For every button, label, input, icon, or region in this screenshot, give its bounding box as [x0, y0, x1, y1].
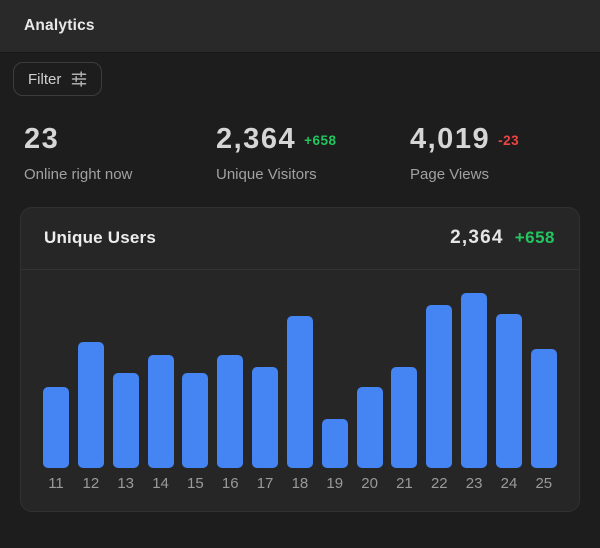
bar-17[interactable] [252, 367, 279, 468]
filter-toolbar: Filter [0, 53, 600, 96]
x-tick-label: 21 [396, 475, 413, 492]
stat-delta: -23 [498, 132, 520, 148]
x-tick-label: 20 [361, 475, 378, 492]
stats-row: 23 Online right now 2,364 +658 Unique Vi… [0, 96, 600, 183]
page-title: Analytics [24, 17, 95, 34]
bar-18[interactable] [286, 316, 313, 468]
card-value: 2,364 [450, 227, 504, 248]
card-title: Unique Users [44, 228, 156, 247]
stat-unique-visitors: 2,364 +658 Unique Visitors [216, 122, 410, 183]
stat-page-views: 4,019 -23 Page Views [410, 122, 519, 183]
bar-chart: 11 12 13 14 15 16 17 18 19 20 21 22 23 24 25 [21, 270, 579, 511]
app-header: Analytics [0, 0, 600, 53]
bar-13[interactable] [112, 373, 139, 468]
x-tick-label: 13 [117, 475, 135, 492]
unique-users-card: Unique Users 2,364 +658 11 12 13 14 15 16 17 18… [20, 207, 580, 512]
bar-23[interactable] [461, 293, 488, 468]
bar-16[interactable] [217, 355, 244, 468]
x-tick-label: 11 [48, 475, 64, 492]
card-value-group: 2,364 +658 [450, 227, 555, 249]
bar-20[interactable] [356, 387, 383, 468]
bar-15[interactable] [182, 373, 209, 468]
x-tick-label: 25 [535, 475, 553, 492]
stat-value: 2,364 [216, 123, 297, 155]
stat-label: Unique Visitors [216, 166, 317, 183]
bar-chart-bars [21, 270, 579, 468]
stat-label: Online right now [24, 166, 133, 183]
bar-25[interactable] [530, 349, 557, 468]
bar-22[interactable] [426, 305, 453, 468]
bar-14[interactable] [147, 355, 174, 468]
stat-label: Page Views [410, 166, 489, 183]
stat-online-now: 23 Online right now [24, 122, 216, 183]
x-tick-label: 22 [430, 475, 448, 492]
card-delta: +658 [514, 228, 555, 247]
filter-button[interactable]: Filter [13, 62, 103, 96]
x-tick-label: 19 [326, 475, 344, 492]
filter-button-label: Filter [28, 70, 62, 88]
bar-11[interactable] [43, 387, 69, 468]
bar-chart-labels: 11 12 13 14 15 16 17 18 19 20 21 22 23 24 25 [21, 468, 579, 511]
x-tick-label: 24 [500, 475, 518, 492]
bar-19[interactable] [321, 419, 348, 468]
stat-value: 4,019 [410, 123, 491, 155]
x-tick-label: 15 [187, 475, 204, 492]
x-tick-label: 16 [221, 475, 239, 492]
x-tick-label: 23 [465, 475, 483, 492]
stat-delta: +658 [304, 132, 337, 148]
sliders-icon [70, 70, 88, 88]
x-tick-label: 17 [256, 475, 274, 492]
x-tick-label: 12 [82, 475, 100, 492]
x-tick-label: 14 [152, 475, 169, 492]
stat-value: 23 [24, 123, 60, 155]
bar-12[interactable] [77, 342, 104, 468]
bar-24[interactable] [495, 314, 522, 468]
x-tick-label: 18 [291, 475, 309, 492]
card-header: Unique Users 2,364 +658 [21, 208, 579, 270]
bar-21[interactable] [391, 367, 418, 468]
